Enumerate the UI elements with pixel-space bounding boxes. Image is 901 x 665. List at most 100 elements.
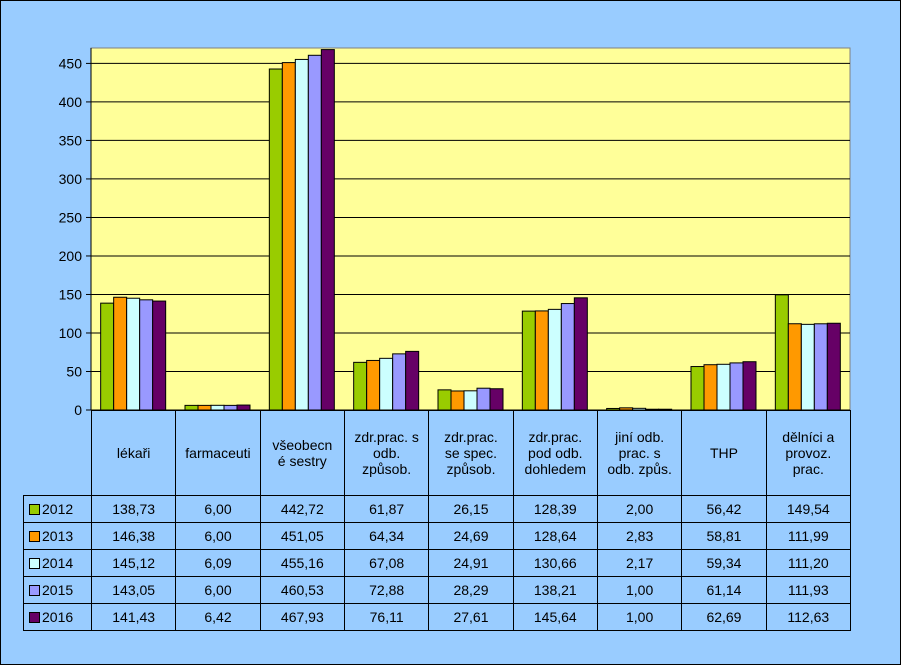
data-cell: 128,39 [512, 495, 598, 523]
data-cell: 72,88 [343, 576, 430, 604]
data-cell: 64,34 [343, 522, 430, 550]
legend-swatch [29, 558, 40, 569]
category-label: zdr.prac. se spec. způsob. [444, 429, 498, 477]
data-cell: 6,00 [175, 522, 261, 550]
bar [152, 300, 167, 411]
y-tick-label: 0 [74, 402, 82, 418]
bar [742, 361, 757, 411]
series-name: 2013 [42, 528, 74, 544]
y-tick-label: 200 [59, 248, 83, 264]
y-tick-label: 350 [59, 132, 83, 148]
bar [573, 297, 588, 411]
data-cell: 62,69 [681, 603, 767, 631]
data-cell: 6,09 [175, 549, 261, 577]
category-header: všeobecné sestry [259, 410, 345, 496]
data-cell: 2,83 [596, 522, 683, 550]
data-cell: 56,42 [681, 495, 767, 523]
y-tick-label: 300 [59, 171, 83, 187]
data-cell: 145,12 [90, 549, 177, 577]
bar [437, 389, 452, 411]
table-row: 2012 138,73 6,00 442,72 61,87 26,15 128,39 2,00… [23, 495, 851, 523]
data-cell: 6,00 [175, 495, 261, 523]
data-cell: 145,64 [512, 603, 598, 631]
bar [450, 390, 465, 411]
data-cell: 67,08 [343, 549, 430, 577]
bar [534, 310, 549, 411]
bar [100, 302, 115, 411]
bar [560, 303, 575, 411]
data-cell: 455,16 [259, 549, 345, 577]
category-label: jiní odb. prac. s odb. způs. [607, 429, 672, 477]
bar [307, 54, 322, 411]
category-label: THP [709, 445, 738, 461]
y-tick-label: 50 [66, 363, 82, 379]
bar [281, 62, 296, 411]
data-cell: 2,17 [596, 549, 683, 577]
bar [353, 361, 368, 411]
data-cell: 28,29 [428, 576, 514, 604]
bar [463, 390, 478, 411]
data-cell: 76,11 [343, 603, 430, 631]
data-cell: 2,00 [596, 495, 683, 523]
bar [139, 299, 154, 411]
bar [521, 310, 536, 411]
bar [268, 68, 283, 411]
bar [729, 362, 744, 411]
data-cell: 59,34 [681, 549, 767, 577]
series-name: 2015 [42, 582, 74, 598]
table-row: 2015 143,05 6,00 460,53 72,88 28,29 138,21 1,00… [23, 576, 851, 604]
data-cell: 6,42 [175, 603, 261, 631]
legend-entry: 2015 [23, 576, 92, 604]
data-cell: 442,72 [259, 495, 345, 523]
table-corner [23, 410, 92, 496]
bar [813, 323, 828, 411]
bar [476, 387, 491, 411]
data-cell: 149,54 [765, 495, 851, 523]
plot-area [90, 47, 851, 411]
bar [703, 364, 718, 411]
y-tick-label: 250 [59, 209, 83, 225]
bar [800, 323, 815, 411]
data-cell: 6,00 [175, 576, 261, 604]
category-label: všeobecné sestry [272, 437, 333, 469]
bar [489, 388, 504, 411]
bar [366, 359, 381, 411]
data-cell: 451,05 [259, 522, 345, 550]
data-cell: 27,61 [428, 603, 514, 631]
legend-swatch [29, 531, 40, 542]
data-cell: 58,81 [681, 522, 767, 550]
data-cell: 1,00 [596, 603, 683, 631]
legend-entry: 2014 [23, 549, 92, 577]
data-cell: 112,63 [765, 603, 851, 631]
data-cell: 467,93 [259, 603, 345, 631]
data-cell: 138,73 [90, 495, 177, 523]
data-cell: 24,69 [428, 522, 514, 550]
bar [787, 323, 802, 411]
legend-swatch [29, 585, 40, 596]
bar [547, 308, 562, 411]
data-cell: 26,15 [428, 495, 514, 523]
category-header: lékaři [90, 410, 177, 496]
data-cell: 141,43 [90, 603, 177, 631]
data-cell: 24,91 [428, 549, 514, 577]
legend-swatch [29, 612, 40, 623]
data-cell: 61,14 [681, 576, 767, 604]
category-label: farmaceuti [185, 445, 251, 461]
bar [113, 296, 128, 411]
table-row: 2014 145,12 6,09 455,16 67,08 24,91 130,66 2,17… [23, 549, 851, 577]
category-header: zdr.prac. s odb. způsob. [343, 410, 430, 496]
data-cell: 111,20 [765, 549, 851, 577]
y-tick-label: 150 [59, 286, 83, 302]
bar [690, 366, 705, 411]
data-cell: 111,99 [765, 522, 851, 550]
table-row: 2016 141,43 6,42 467,93 76,11 27,61 145,64 1,00… [23, 603, 851, 631]
data-cell: 460,53 [259, 576, 345, 604]
bar [405, 350, 420, 411]
bar [392, 353, 407, 411]
data-cell: 128,64 [512, 522, 598, 550]
bar [716, 363, 731, 411]
data-cell: 1,00 [596, 576, 683, 604]
y-tick-label: 400 [59, 94, 83, 110]
y-tick-label: 100 [59, 325, 83, 341]
